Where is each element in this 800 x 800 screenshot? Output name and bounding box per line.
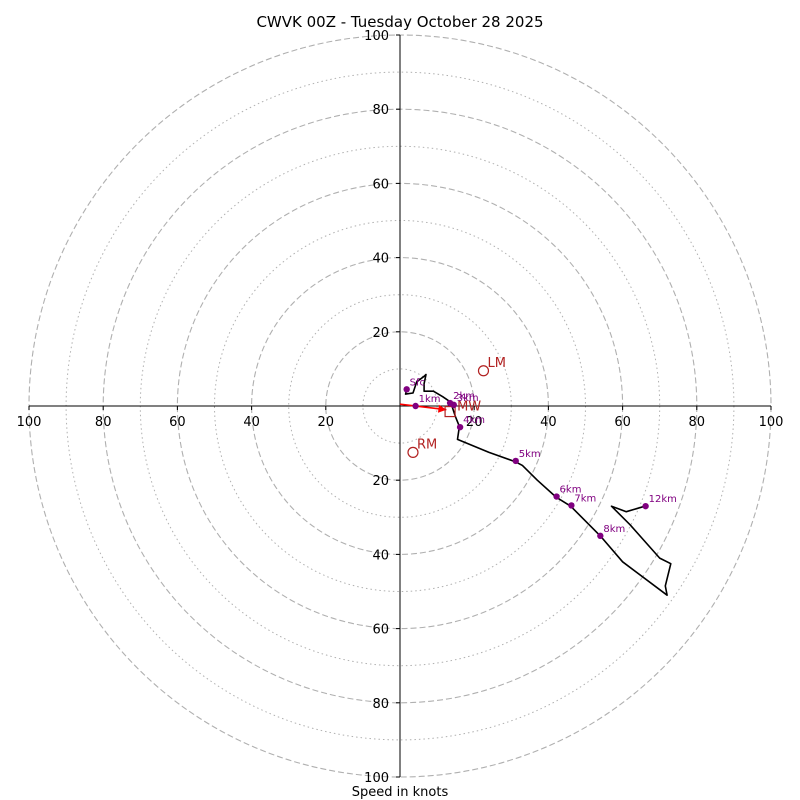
- y-tick-label: 100: [364, 29, 389, 44]
- x-axis-label: Speed in knots: [352, 785, 449, 800]
- x-tick-label: 60: [169, 415, 186, 430]
- mean-wind-marker: [444, 405, 456, 418]
- x-tick-label: 40: [243, 415, 260, 430]
- chart-title: CWVK 00Z - Tuesday October 28 2025: [256, 13, 543, 31]
- height-point: [597, 532, 604, 540]
- height-label: 12km: [649, 494, 677, 505]
- x-tick-label: 40: [540, 415, 557, 430]
- height-point: [512, 457, 519, 465]
- height-label: 1km: [419, 394, 441, 405]
- y-tick-label: 20: [372, 474, 389, 489]
- wind-profile: [404, 373, 672, 596]
- x-tick-label: 20: [466, 415, 483, 430]
- height-point: [403, 386, 410, 393]
- x-tick-label: 100: [759, 415, 784, 430]
- height-label: 3km: [457, 393, 479, 404]
- x-tick-label: 60: [614, 415, 631, 430]
- y-tick-label: 60: [372, 177, 389, 192]
- height-label: 4km: [463, 415, 485, 426]
- height-point: [568, 502, 575, 509]
- tick-labels: 100 80 60 40 20 20 40 60 80 100 100 80 60 40 20 20 40 60 8…: [17, 29, 784, 786]
- height-point: [553, 493, 560, 500]
- height-label: 8km: [603, 524, 625, 535]
- x-tick-label: 80: [689, 415, 706, 430]
- height-point: [642, 502, 649, 510]
- y-tick-label: 40: [372, 548, 389, 563]
- shear-vector-arrowhead: [438, 404, 447, 413]
- y-tick-label: 100: [364, 771, 389, 786]
- storm-motion-label: LM: [487, 356, 505, 371]
- hodograph-trace: [404, 373, 672, 596]
- storm-motion-marker: [477, 365, 490, 377]
- x-tick-label: 80: [95, 415, 112, 430]
- y-tick-label: 20: [372, 326, 389, 341]
- mean-wind-label: MW: [457, 400, 481, 415]
- height-label: 2km: [453, 391, 475, 402]
- y-tick-label: 60: [372, 623, 389, 638]
- storm-motion-label: RM: [417, 437, 437, 452]
- height-label: Sfc: [410, 377, 425, 388]
- x-tick-label: 20: [318, 415, 335, 430]
- storm-motion-marker: [407, 446, 419, 458]
- height-point: [456, 423, 464, 431]
- y-tick-label: 40: [372, 252, 389, 267]
- height-point: [412, 402, 419, 410]
- height-label: 5km: [519, 449, 541, 460]
- y-tick-label: 80: [372, 103, 389, 118]
- height-label: 7km: [574, 493, 596, 504]
- y-tick-label: 80: [372, 697, 389, 712]
- axes: [29, 35, 771, 777]
- height-point: [450, 401, 457, 409]
- x-tick-label: 100: [17, 415, 42, 430]
- height-label: 6km: [560, 485, 582, 496]
